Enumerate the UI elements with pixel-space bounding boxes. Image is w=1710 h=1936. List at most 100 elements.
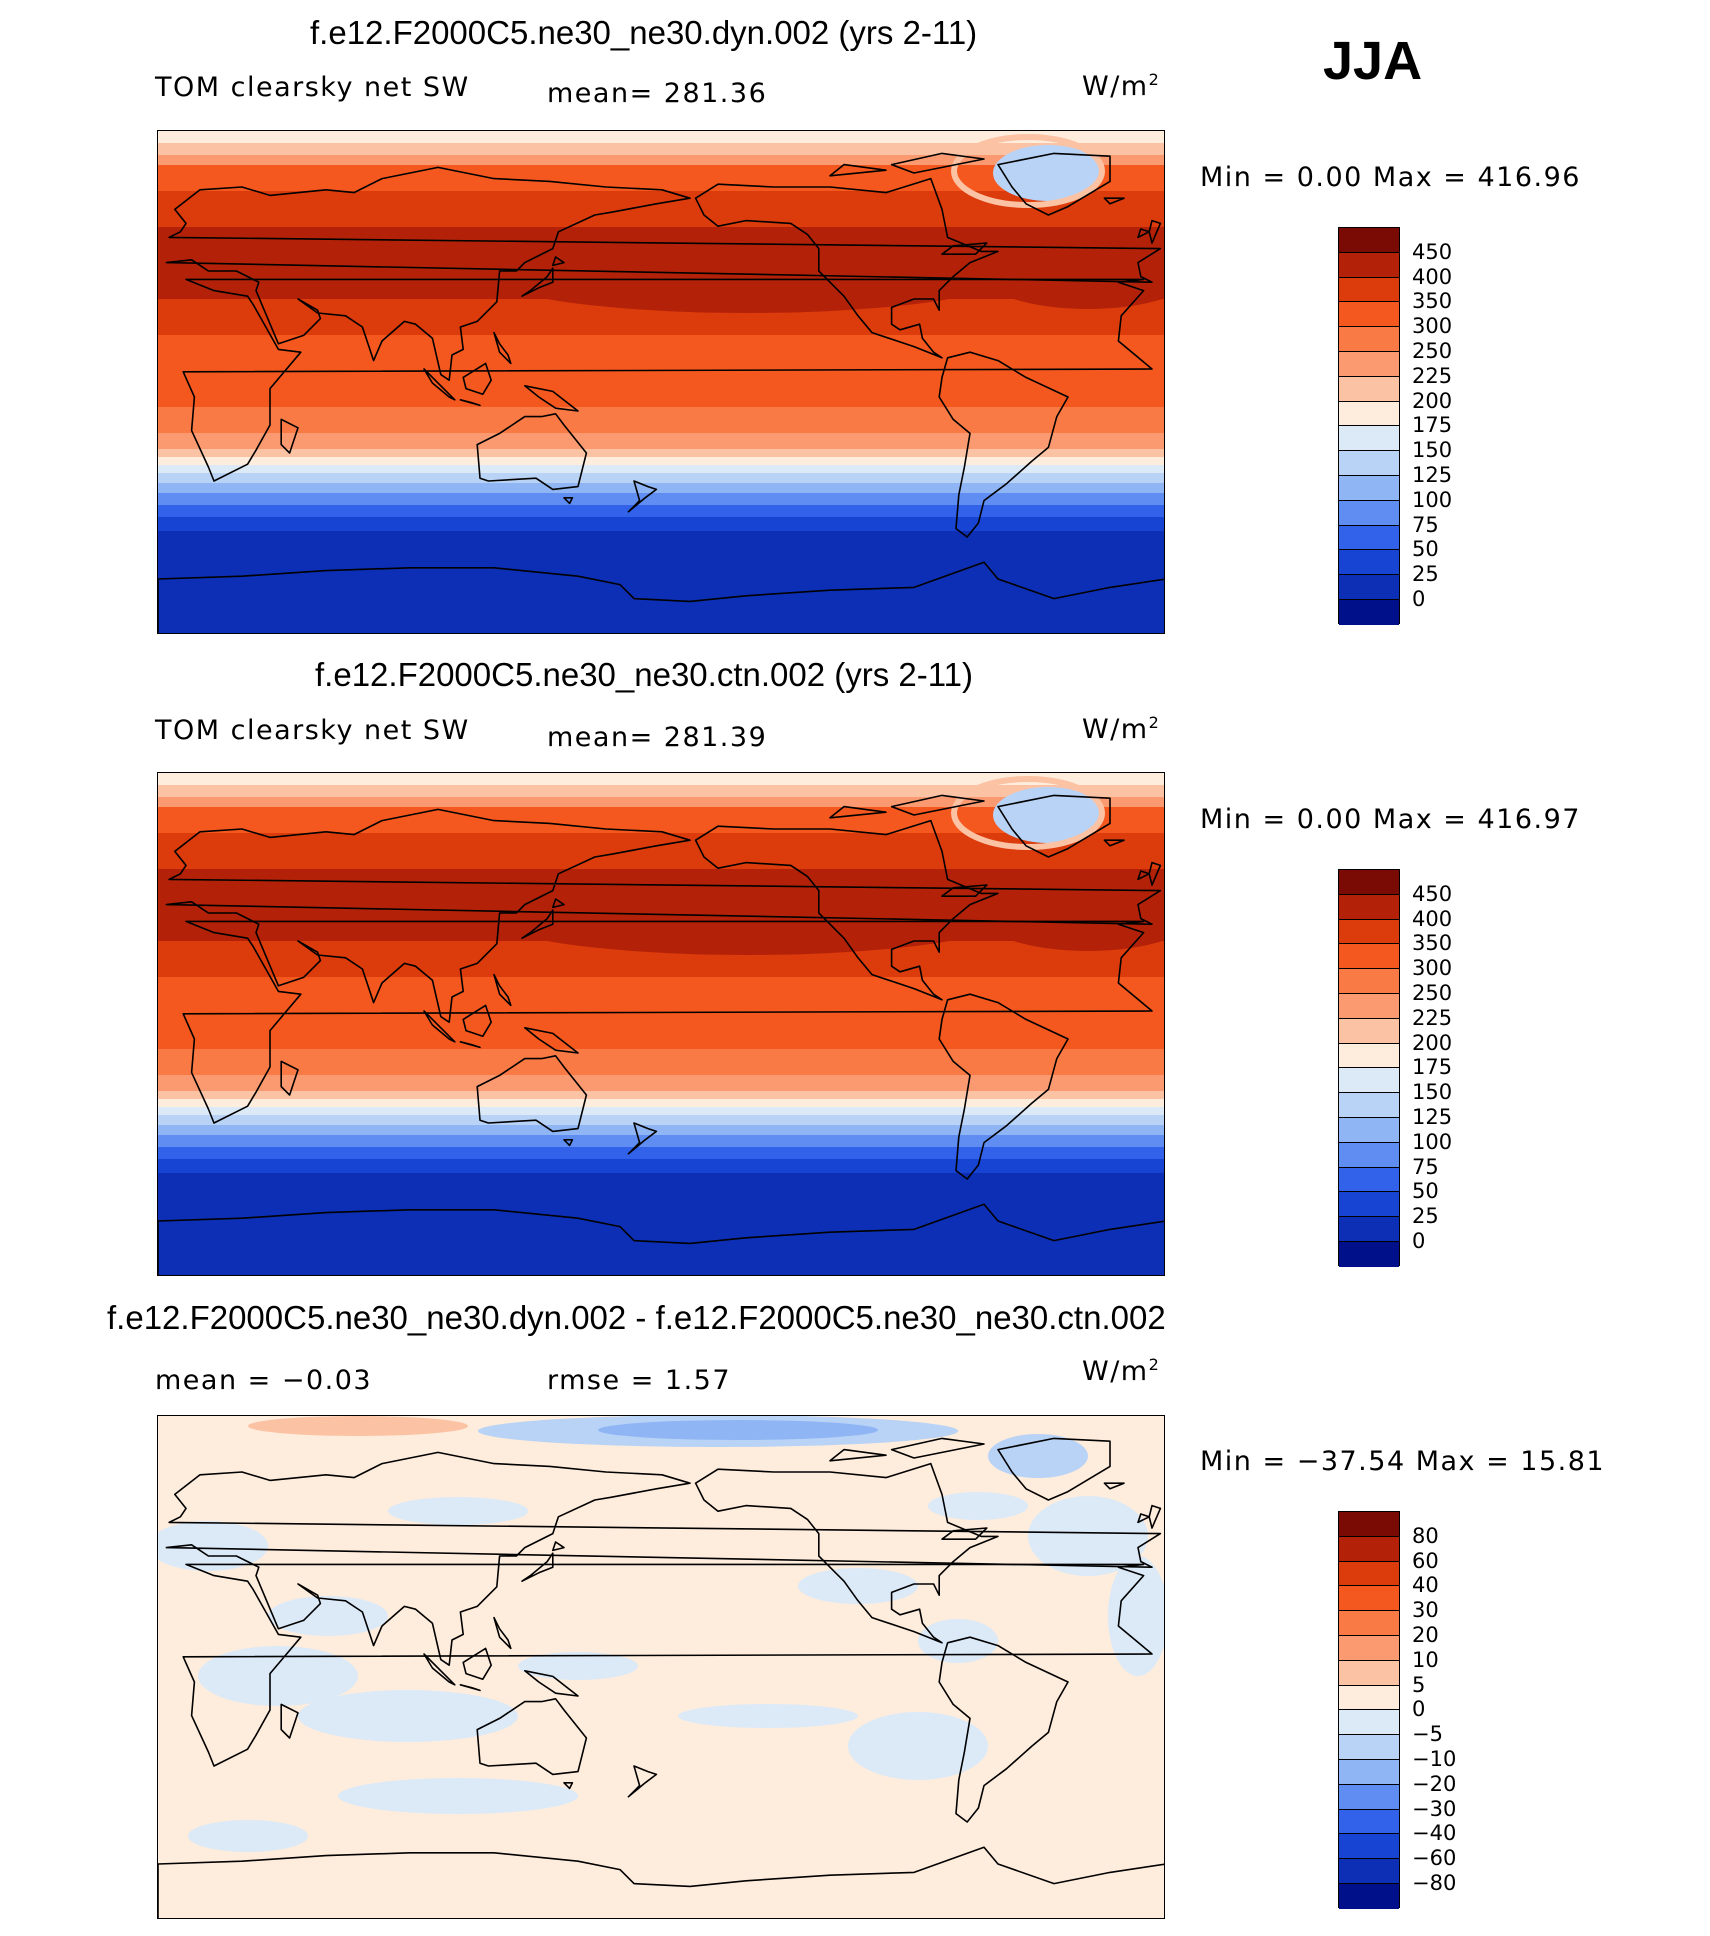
coastline <box>829 1448 887 1462</box>
coastline <box>493 331 512 365</box>
subtropical-high-atlantic <box>978 875 1164 951</box>
map-panel <box>157 130 1165 634</box>
coastline <box>1103 1482 1125 1490</box>
colorbar-tick-label: 250 <box>1412 981 1453 1005</box>
contour-band <box>158 1115 1164 1125</box>
colorbar <box>1338 1511 1400 1909</box>
coastline <box>1148 1504 1162 1529</box>
colorbar-box <box>1339 1192 1399 1218</box>
colorbar-box <box>1339 1018 1399 1044</box>
colorbar-tick-label: 200 <box>1412 388 1453 413</box>
coastline <box>941 242 988 255</box>
coastline <box>423 368 456 401</box>
colorbar-tick-label: 350 <box>1412 289 1453 314</box>
coastline <box>182 1563 1153 1767</box>
contour-band <box>158 407 1164 433</box>
colorbar-tick-label: 0 <box>1412 1697 1426 1722</box>
coastline <box>890 794 985 816</box>
colorbar-box <box>1339 1043 1399 1069</box>
coastline <box>182 278 1153 482</box>
coastline <box>165 1451 1162 1666</box>
coastline <box>1103 197 1125 205</box>
colorbar-box <box>1339 401 1399 427</box>
positive-anomaly <box>248 1416 468 1436</box>
colorbar-tick-label: 150 <box>1412 1080 1453 1105</box>
colorbar-box <box>1339 599 1399 625</box>
colorbar-box <box>1339 1710 1399 1736</box>
coastline <box>459 1684 481 1692</box>
coastline <box>1137 1513 1150 1524</box>
coastline <box>627 480 658 513</box>
colorbar-box <box>1339 351 1399 377</box>
contour-band <box>158 1147 1164 1159</box>
colorbar-tick-label: 175 <box>1412 413 1453 438</box>
coastline <box>158 561 1164 633</box>
colorbar-box <box>1339 1611 1399 1636</box>
contour-band <box>158 1159 1164 1173</box>
subtropical-high-pacific <box>478 871 1018 955</box>
colorbar-tick-label: 40 <box>1412 1573 1439 1598</box>
colorbar-box <box>1339 302 1399 328</box>
contour-band <box>158 1135 1164 1147</box>
colorbar-box <box>1339 1685 1399 1711</box>
coastline <box>552 1541 565 1552</box>
colorbar-tick-label: 25 <box>1412 1204 1439 1229</box>
colorbar-tick-label: 225 <box>1412 1005 1453 1030</box>
colorbar-tick-label: −60 <box>1412 1846 1457 1871</box>
coastline <box>694 177 999 359</box>
coastline <box>524 1670 579 1697</box>
colorbar-tick-label: 100 <box>1412 487 1453 512</box>
coastline <box>521 1552 554 1582</box>
colorbar-box <box>1339 1784 1399 1810</box>
contour-band <box>158 473 1164 483</box>
coastline <box>938 351 1069 538</box>
units-label: W/m2 <box>1082 713 1161 745</box>
colorbar-tick-label: −5 <box>1412 1722 1443 1747</box>
negative-anomaly <box>188 1820 308 1852</box>
contour-band <box>158 449 1164 457</box>
negative-anomaly <box>928 1492 1028 1520</box>
colorbar-box <box>1339 426 1399 452</box>
greenland-ice-sheet <box>993 787 1103 843</box>
colorbar-box <box>1339 277 1399 303</box>
negative-anomaly <box>848 1712 988 1780</box>
coastline <box>1103 839 1125 847</box>
coastline <box>938 993 1069 1180</box>
colorbar-box <box>1339 1512 1399 1537</box>
negative-anomaly <box>1028 1496 1148 1576</box>
colorbar-box <box>1339 969 1399 994</box>
coastline <box>521 267 554 297</box>
coastline <box>165 166 1162 381</box>
contour-band <box>158 457 1164 465</box>
mean-label: mean= 281.36 <box>547 78 768 109</box>
map-field <box>158 1416 1164 1918</box>
colorbar-box <box>1339 894 1399 920</box>
colorbar-tick-label: −20 <box>1412 1771 1457 1796</box>
contour-band <box>158 531 1164 633</box>
colorbar-box <box>1339 1883 1399 1909</box>
colorbar-tick-label: 400 <box>1412 264 1453 289</box>
colorbar-box <box>1339 1536 1399 1562</box>
coastline <box>280 1703 299 1739</box>
colorbar <box>1338 227 1400 625</box>
colorbar-box <box>1339 1117 1399 1143</box>
colorbar-box <box>1339 1660 1399 1686</box>
map-field <box>158 131 1164 633</box>
coastline <box>890 1437 985 1459</box>
coastline <box>459 399 481 407</box>
contour-band <box>158 1107 1164 1115</box>
colorbar-box <box>1339 1167 1399 1193</box>
contour-band <box>158 191 1164 227</box>
colorbar-box <box>1339 252 1399 278</box>
coastline <box>524 385 579 412</box>
min-max-label: Min = 0.00 Max = 416.97 <box>1200 804 1581 835</box>
coastline <box>476 1055 588 1133</box>
coastline <box>997 1437 1111 1501</box>
contour-band <box>158 833 1164 869</box>
contour-band <box>158 1075 1164 1091</box>
colorbar-tick-label: 50 <box>1412 537 1439 562</box>
colorbar-box <box>1339 870 1399 895</box>
coastline <box>462 362 492 395</box>
contour-band <box>158 1125 1164 1135</box>
negative-anomaly <box>338 1778 578 1814</box>
